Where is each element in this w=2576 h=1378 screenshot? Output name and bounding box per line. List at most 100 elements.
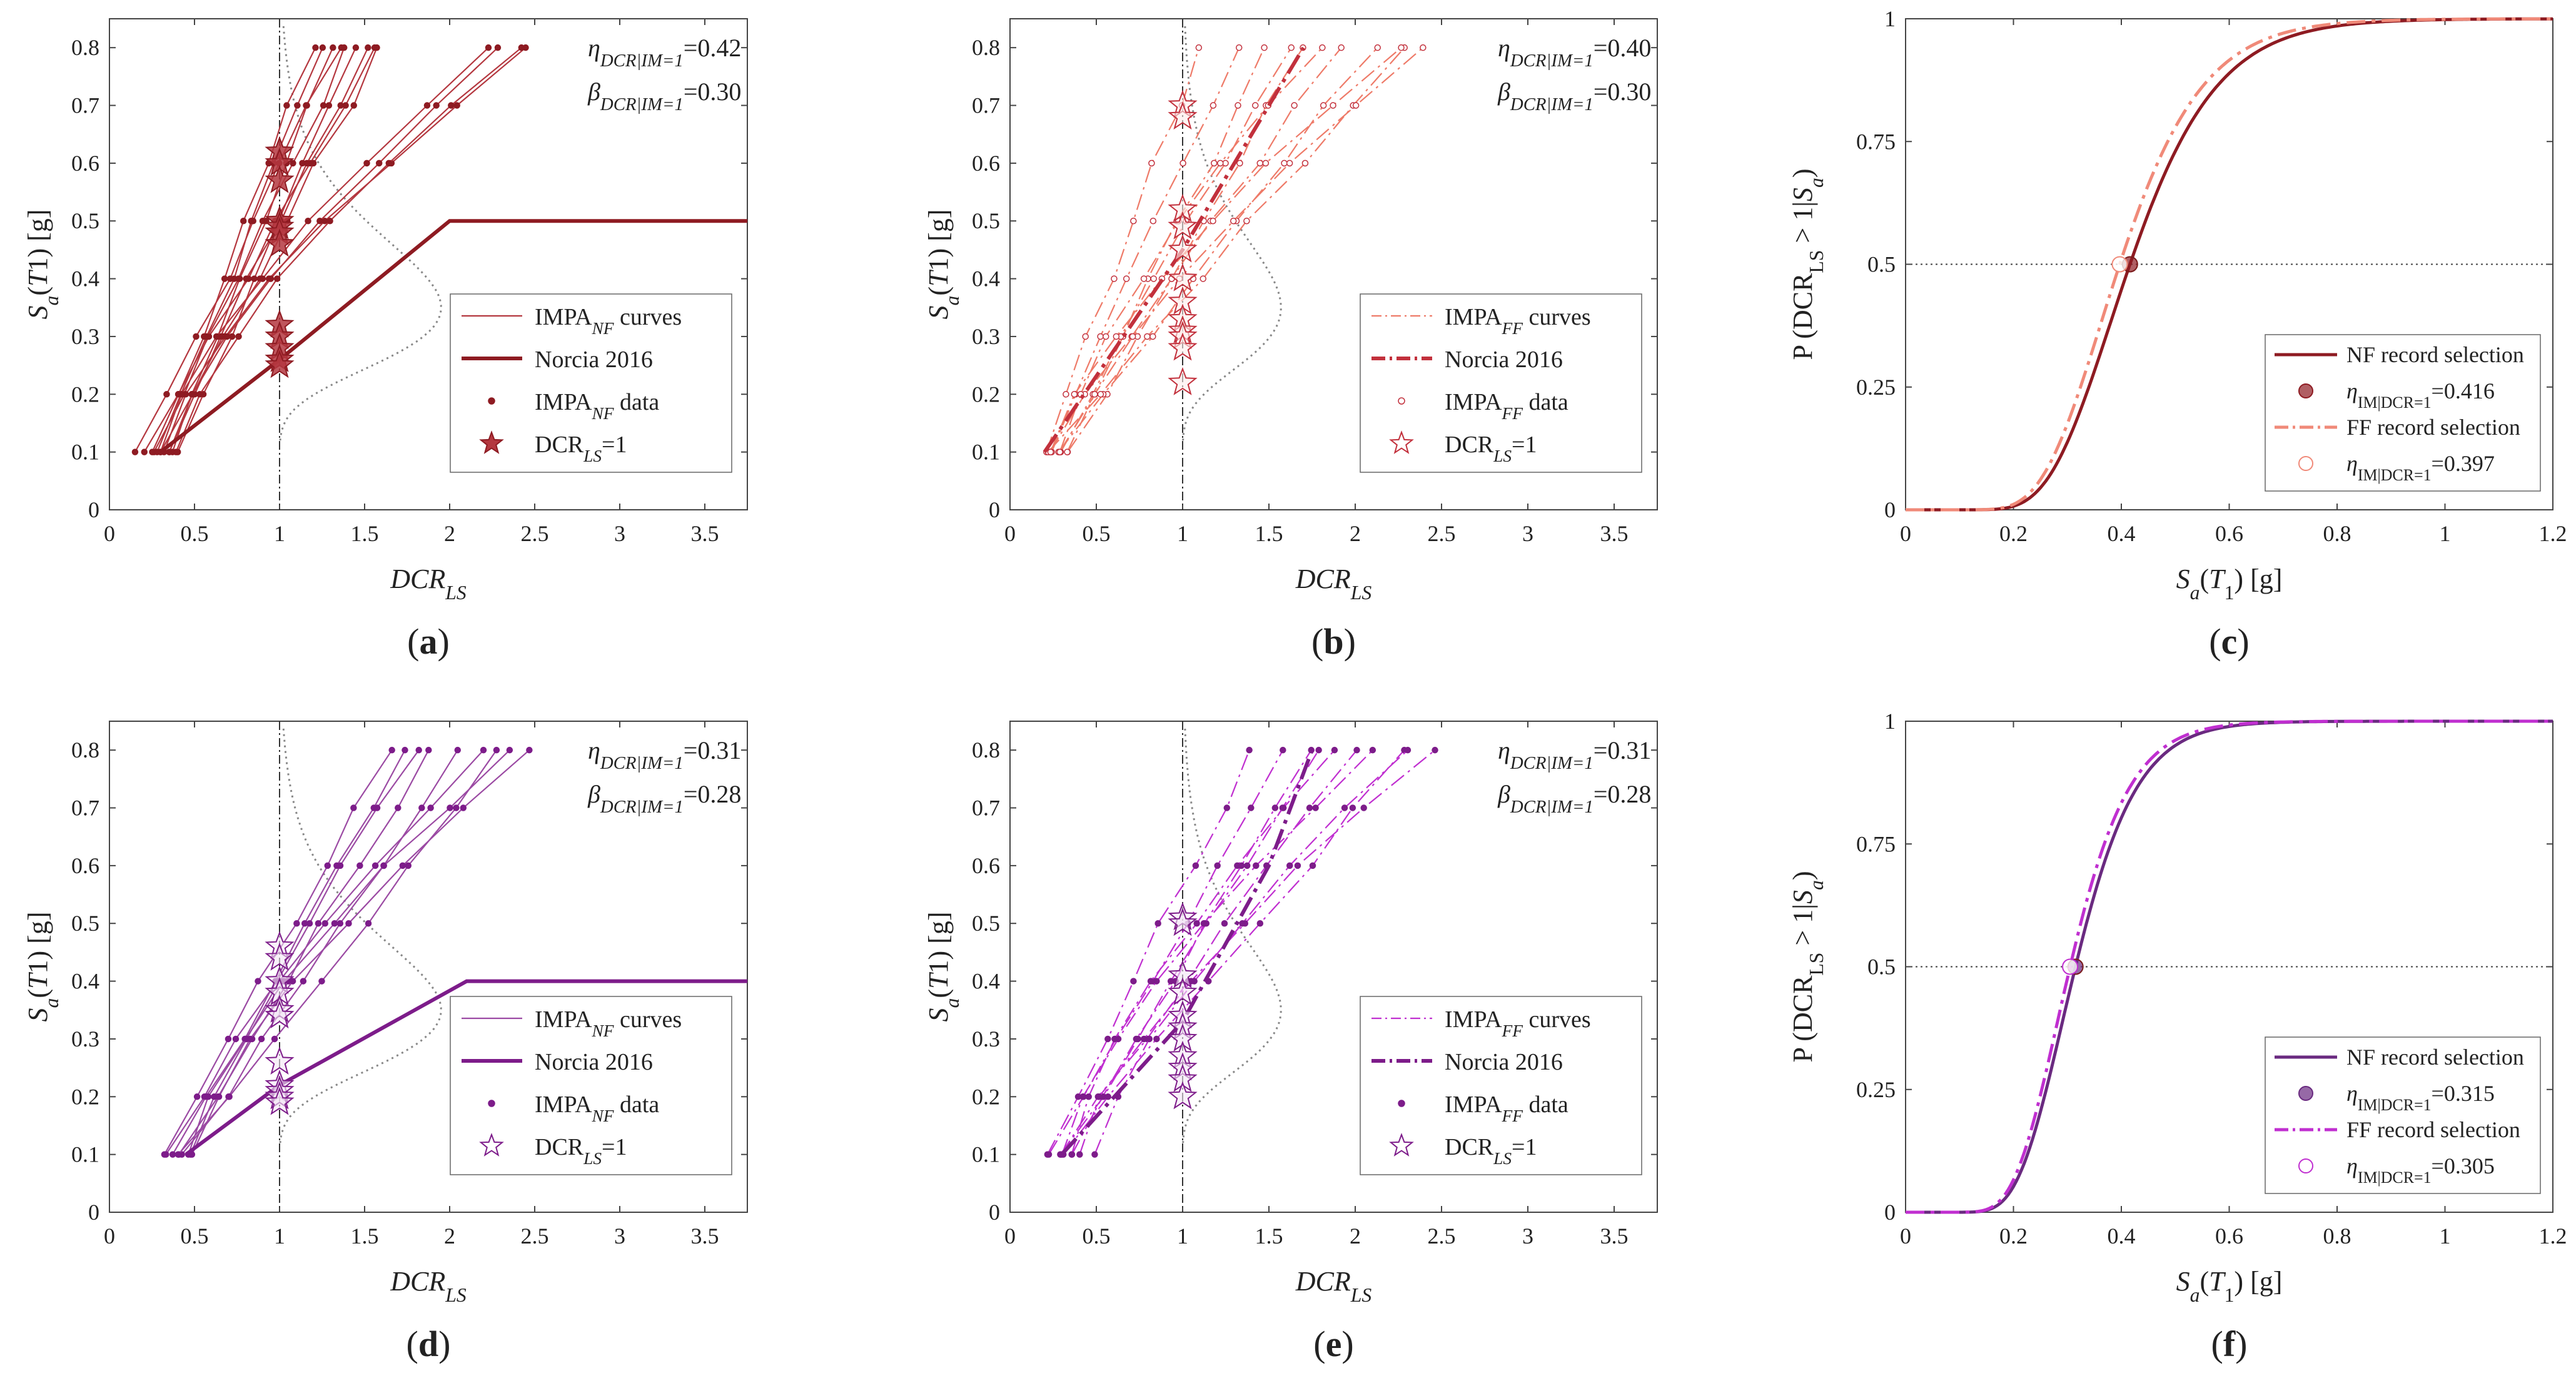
ida-data-point [1150, 275, 1157, 282]
legend-label-part: IM|DCR=1 [2358, 1168, 2432, 1187]
panel-d: 0 0.5 1 1.5 2 2.5 3 3.5 0 0.1 0.2 0.3 0.4 0.5 0.6 0.7 0.… [23, 721, 748, 1364]
panel-label-part: ) [438, 1324, 450, 1364]
ida-data-point [163, 1151, 169, 1158]
ida-curve [1046, 47, 1200, 452]
ida-data-point [243, 275, 250, 282]
ida-data-point [1369, 746, 1376, 754]
legend-label-part: FF [1502, 404, 1523, 423]
ida-data-point [1271, 804, 1279, 811]
y-tick-label: 0.6 [71, 151, 99, 176]
x-axis-label-part: DCR [390, 1266, 445, 1297]
ida-data-point [1113, 333, 1120, 340]
dcr-pdf-curve [1182, 24, 1282, 441]
x-axis-label: DCRLS [1295, 1266, 1372, 1306]
y-axis-label-part: S [923, 305, 954, 319]
x-tick-label: 2.5 [521, 1223, 549, 1249]
ida-data-point [1200, 920, 1208, 927]
ida-data-point [380, 862, 387, 869]
x-tick-label: 0 [104, 521, 115, 546]
ida-data-point [1130, 217, 1137, 225]
legend-label: FF record selection [2346, 1117, 2520, 1142]
legend-label-part: DCR [1445, 432, 1494, 458]
ida-data-point [316, 217, 323, 225]
ida-data-point [418, 804, 425, 811]
y-axis-label-part: a [1806, 178, 1827, 188]
stat-eta-part: =0.42 [684, 34, 742, 62]
ida-data-point [248, 217, 255, 225]
ida-curve [163, 47, 527, 452]
y-tick-label: 0.4 [71, 969, 99, 994]
x-tick-label: 3 [1522, 521, 1533, 546]
legend-label-part: NF record selection [2346, 342, 2524, 367]
stat-beta: βDCR|IM=1=0.30 [587, 78, 741, 114]
y-tick-label: 0.25 [1856, 375, 1896, 400]
ida-data-point [201, 333, 208, 340]
stat-eta-part: η [1498, 34, 1510, 62]
ida-data-point [485, 44, 492, 51]
y-axis-label-part: S [1787, 188, 1818, 201]
stat-beta-part: DCR|IM=1 [1510, 797, 1594, 817]
panel-label-part: ( [1313, 1324, 1325, 1364]
ida-curve [156, 47, 323, 453]
ida-data-point [1056, 448, 1063, 455]
x-axis-label-part: ) [g] [2234, 564, 2282, 594]
legend-label: IMPAFF data [1445, 1092, 1568, 1125]
panel-label-part: ( [2211, 1324, 2223, 1364]
ida-data-point [1432, 746, 1438, 754]
x-tick-label: 0 [1004, 521, 1016, 546]
x-axis-label-part: a [2190, 1284, 2200, 1306]
legend-label-part: NF [592, 1021, 614, 1040]
stat-beta-part: =0.30 [684, 78, 742, 106]
stat-eta: ηDCR|IM=1=0.40 [1498, 34, 1651, 71]
y-tick-label: 0.2 [972, 1084, 1000, 1109]
panel-label-part: ) [1344, 621, 1356, 662]
legend-label: IMPAFF curves [1445, 304, 1591, 338]
ida-data-point [1076, 1151, 1083, 1158]
stat-beta-part: =0.28 [1594, 780, 1652, 808]
y-tick-label: 0.8 [972, 35, 1000, 60]
stat-eta-part: η [1498, 736, 1510, 764]
norcia-2016-line [159, 219, 747, 453]
legend-label-part: FF record selection [2346, 415, 2520, 440]
x-tick-label: 0.2 [1999, 1223, 2028, 1249]
legend-marker-swatch [2298, 383, 2313, 398]
ida-data-point [1047, 448, 1054, 455]
legend-label-part: data [614, 1092, 660, 1118]
ida-data-point [1082, 333, 1089, 340]
stat-eta: ηDCR|IM=1=0.31 [1498, 736, 1651, 773]
panel-label: (c) [2209, 621, 2249, 662]
ida-data-point [1352, 102, 1360, 109]
stat-eta-part: DCR|IM=1 [600, 753, 684, 773]
stat-eta-part: DCR|IM=1 [600, 51, 684, 71]
ida-data-point [1211, 160, 1218, 167]
ida-data-point [1104, 1093, 1111, 1100]
ida-data-point [290, 160, 296, 167]
ida-data-point [215, 1093, 223, 1100]
ida-data-point [312, 44, 319, 51]
ida-data-point [1291, 102, 1298, 109]
ida-data-point [205, 1093, 212, 1100]
x-tick-label: 0.4 [2108, 521, 2136, 546]
panel-c: 0 0.2 0.4 0.6 0.8 1 1.200.250.50.751(c)Sa(T1) … [1787, 6, 2567, 662]
x-tick-label: 3.5 [1600, 1223, 1629, 1249]
ida-curve [1051, 47, 1240, 453]
x-tick-label: 1.5 [1255, 521, 1283, 546]
ida-data-point [1349, 804, 1356, 811]
x-tick-label: 0.5 [1083, 521, 1111, 546]
ida-data-point [375, 160, 383, 167]
ida-data-point [427, 804, 434, 811]
ida-data-point [1288, 44, 1295, 51]
ida-data-point [1148, 160, 1155, 167]
ida-data-point [1045, 1151, 1053, 1158]
y-axis-label-part: S [23, 1008, 53, 1021]
ida-curve [191, 749, 530, 1155]
ida-data-point [1294, 862, 1301, 869]
panel-label: (f) [2211, 1324, 2248, 1364]
x-tick-label: 0 [104, 1223, 115, 1249]
ida-data-point [258, 1035, 265, 1043]
ida-data-point [1210, 102, 1217, 109]
axes-box [109, 721, 748, 1213]
ida-data-point [365, 44, 371, 51]
x-axis-label-part: DCR [1295, 1266, 1351, 1297]
